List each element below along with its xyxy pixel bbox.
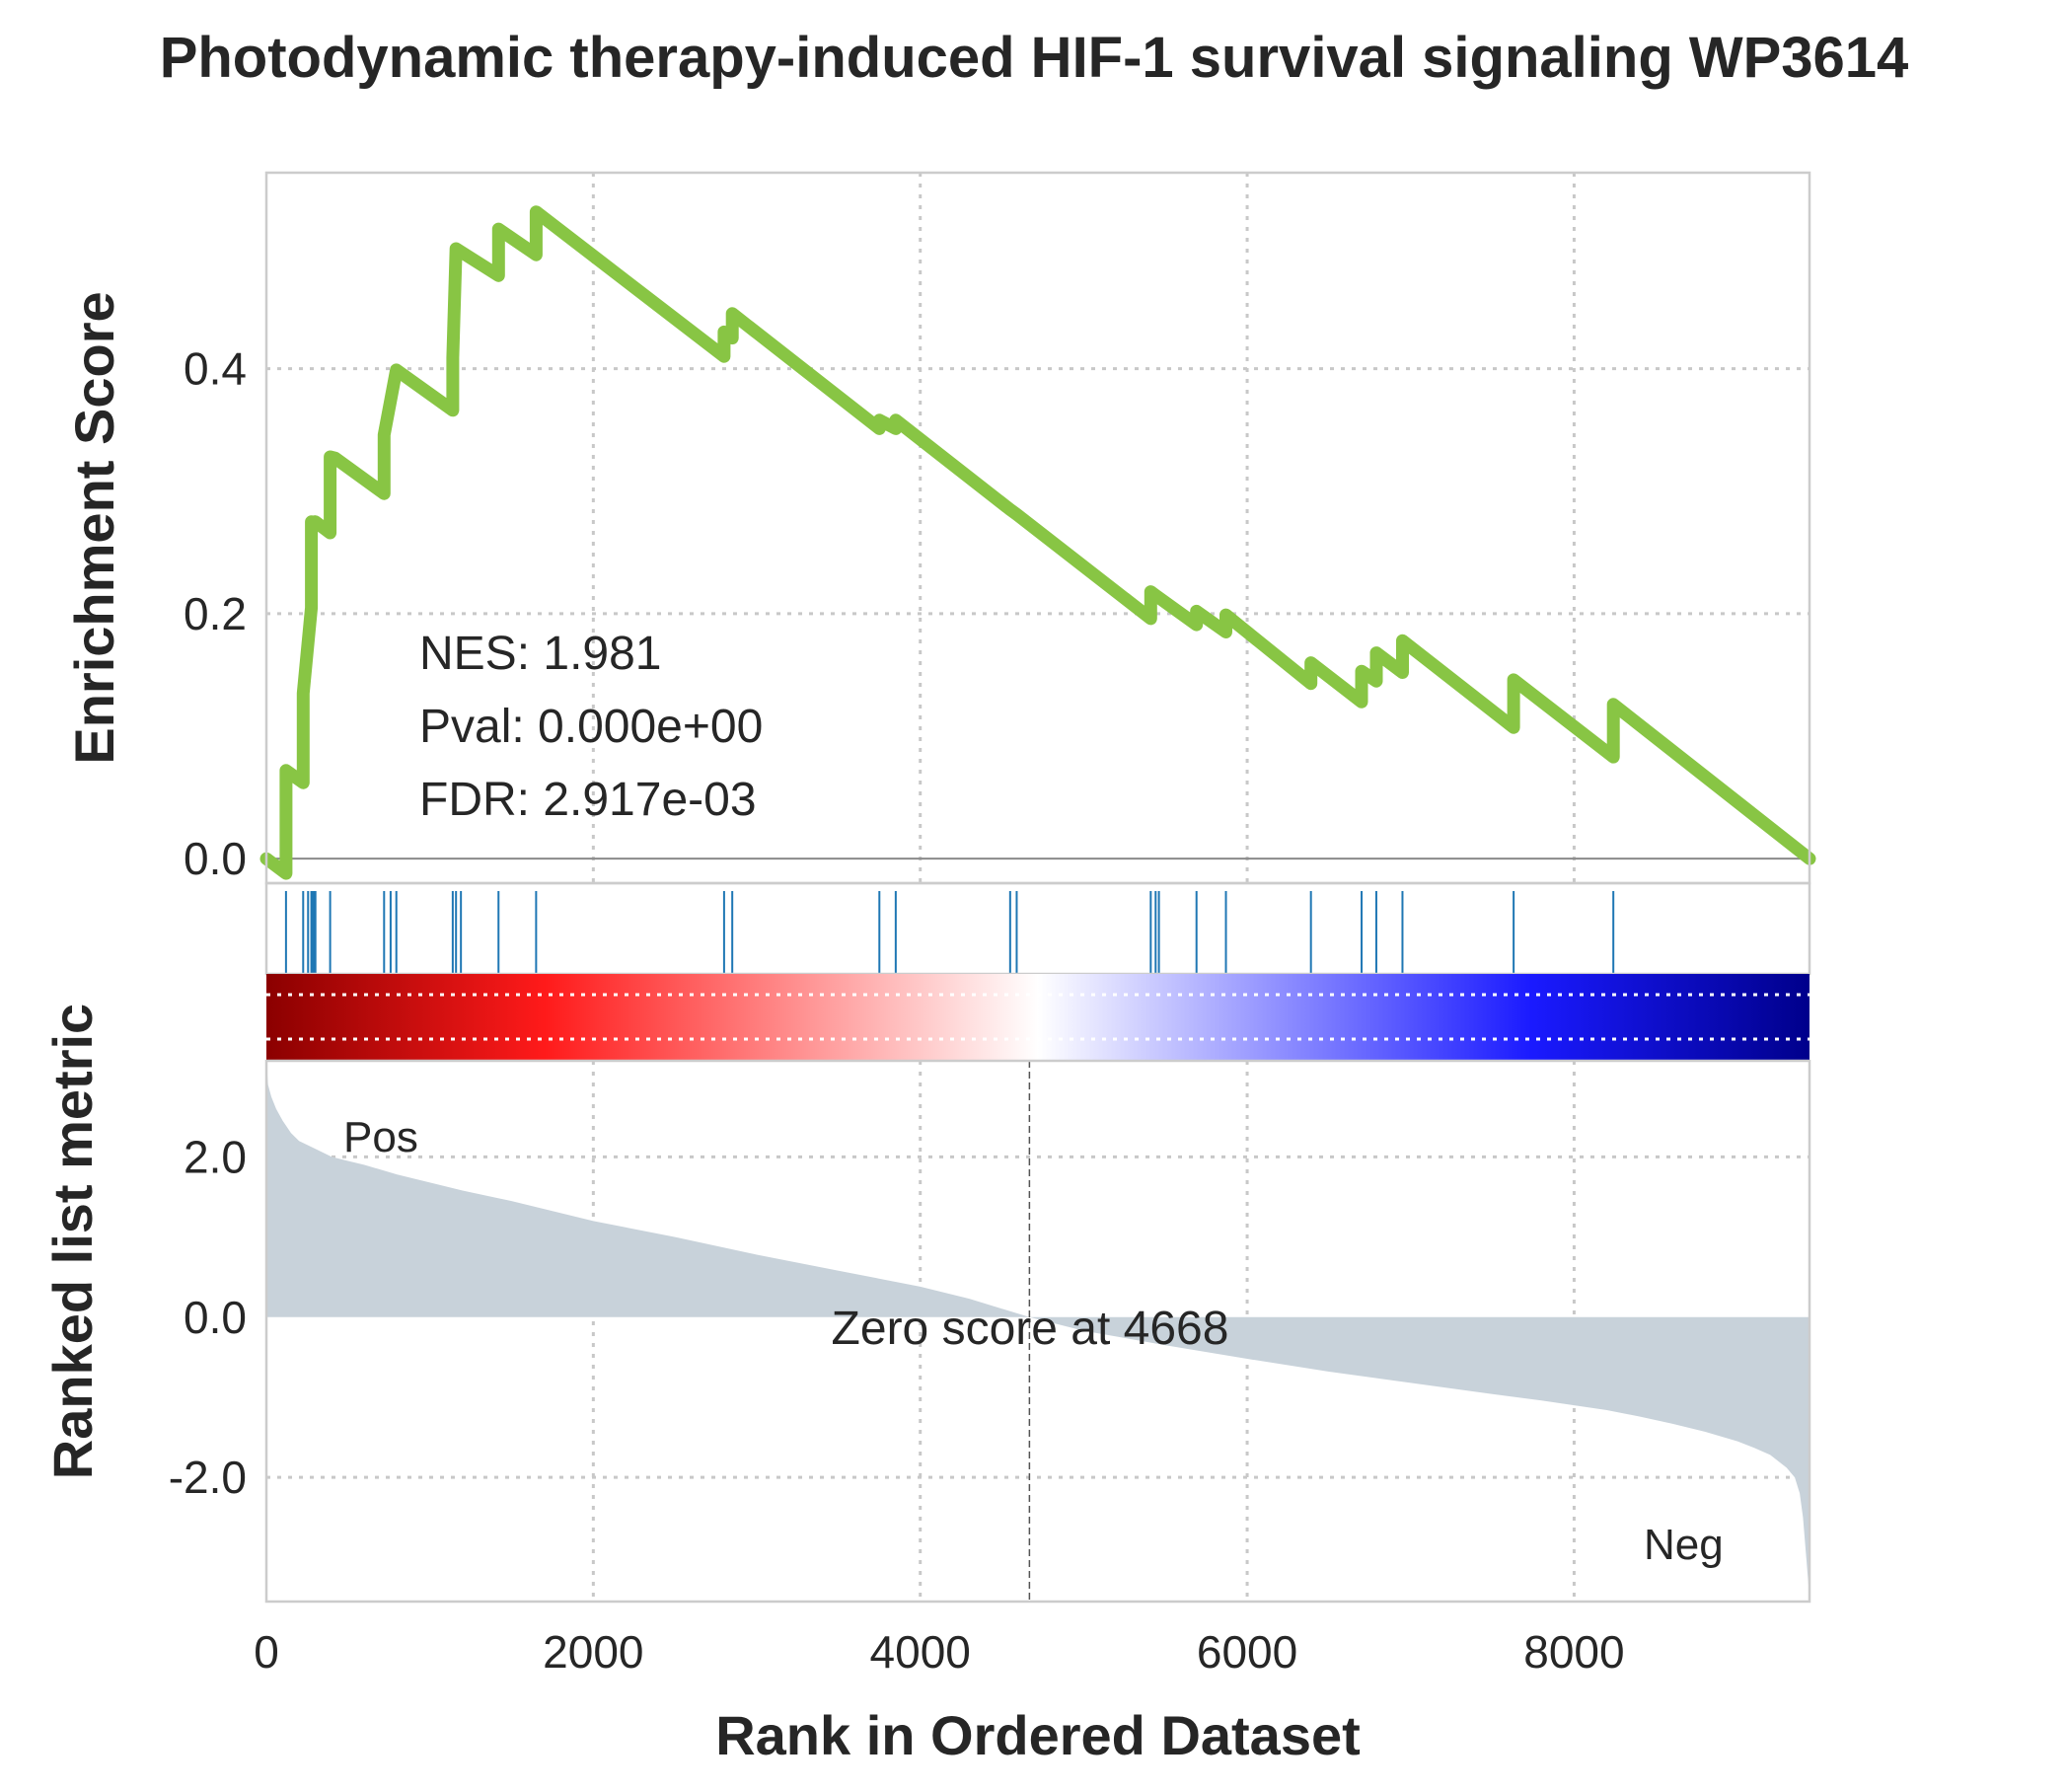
enrichment-score-line (259, 205, 1816, 880)
ranked-metric-area (266, 1061, 1810, 1598)
ranked-metric-y-tick-label: 0.0 (184, 1292, 247, 1343)
enrichment-y-tick-label: 0.2 (184, 588, 247, 639)
x-tick-label: 2000 (543, 1626, 643, 1678)
ranked-metric-frame (264, 1059, 1811, 1604)
colorbar-gradient (266, 974, 1810, 1061)
enrichment-grid (266, 173, 1810, 883)
ranked-metric-panel: 2.0 0.0 -2.0 Pos Neg Zero score at 4668 (169, 1059, 1811, 1604)
x-tick-label: 0 (254, 1626, 279, 1678)
enrichment-y-ticks: 0.0 0.2 0.4 (184, 343, 247, 885)
x-tick-label: 6000 (1197, 1626, 1297, 1678)
pval-annotation: Pval: 0.000e+00 (419, 701, 763, 753)
rank-colorbar (266, 974, 1810, 1061)
enrichment-panel: 0.0 0.2 0.4 NES: 1.981 Pval: 0.000e+00 FDR… (184, 171, 1816, 885)
hit-panel (264, 881, 1811, 976)
enrichment-y-axis-title: Enrichment Score (63, 291, 125, 764)
x-axis-ticks: 0 2000 4000 6000 8000 (254, 1626, 1624, 1678)
gene-hit-markers (284, 891, 1615, 974)
nes-annotation: NES: 1.981 (419, 628, 661, 680)
enrichment-y-tick-label: 0.0 (184, 833, 247, 884)
x-tick-label: 4000 (870, 1626, 971, 1678)
ranked-metric-y-ticks: 2.0 0.0 -2.0 (169, 1131, 247, 1503)
x-axis-title: Rank in Ordered Dataset (715, 1704, 1361, 1766)
pos-label: Pos (343, 1113, 418, 1161)
ranked-metric-y-axis-title: Ranked list metric (41, 1004, 104, 1479)
ranked-metric-y-tick-label: -2.0 (169, 1452, 247, 1503)
ranked-metric-grid (266, 1061, 1810, 1602)
chart-title: Photodynamic therapy-induced HIF-1 survi… (160, 26, 1909, 90)
fdr-annotation: FDR: 2.917e-03 (419, 774, 757, 826)
zero-score-label: Zero score at 4668 (832, 1303, 1229, 1355)
enrichment-y-tick-label: 0.4 (184, 343, 247, 395)
ranked-metric-y-tick-label: 2.0 (184, 1131, 247, 1182)
x-tick-label: 8000 (1523, 1626, 1624, 1678)
neg-label: Neg (1644, 1521, 1724, 1569)
